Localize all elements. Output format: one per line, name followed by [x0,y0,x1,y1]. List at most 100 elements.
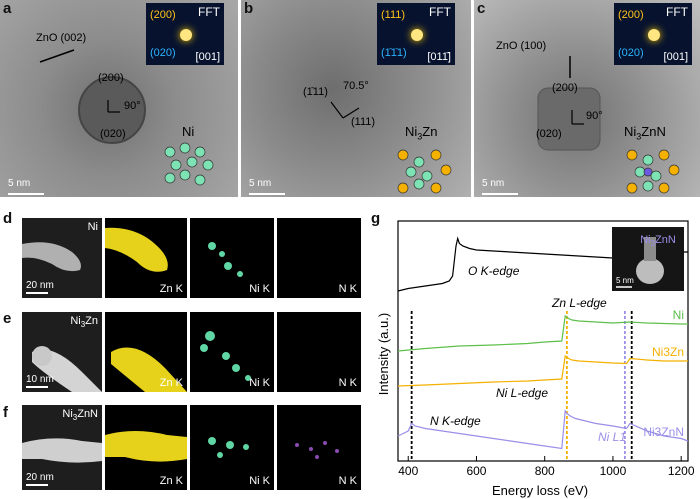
panel-a-label: a [3,0,12,17]
anno-200: (200) [552,82,578,94]
phase-label: Ni [182,124,195,139]
ni3znn-crystal-icon [626,149,680,194]
x-tick-label-4: 1200 [668,464,695,478]
map-label: Zn K [159,377,183,389]
anno-ni-l-edge: Ni L-edge [496,386,548,400]
panel-c-label: c [477,0,486,17]
map-label: Ni K [249,377,270,389]
phase-sub: 3 [72,413,78,423]
panel-c-graphics [537,56,680,194]
anno-angle: 90° [124,100,141,112]
fft-zone-axis: [011̄] [427,51,451,63]
fft-hkl-top: (111) [381,9,406,21]
series-label-2: Ni3Zn [652,345,684,359]
anno-angle: 90° [586,110,603,122]
fft-zone-axis: [001] [195,51,220,63]
phase-main: Ni [624,124,637,139]
inset-rod [644,237,656,261]
map-label: N K [338,283,357,295]
ni-crystal-icon [164,142,214,186]
panel-a-tem-image: a FFT (200) (020) [001] ZnO (002) (200) … [0,0,238,197]
panel-f-haadf: Ni3ZnN 20 nm [22,405,102,490]
inset-scale-label: 5 nm [616,276,634,285]
anno-zno: ZnO (100) [496,40,547,52]
x-tick-label-0: 400 [398,464,418,478]
fft-hkl-bottom: (020) [150,47,176,59]
phase-tail: Zn [422,124,438,139]
ni3zn-crystal-icon [397,149,452,194]
fft-zone-axis: [001] [663,51,688,63]
phase-sub: 3 [417,131,423,142]
anno-ni-l1: Ni L1 [598,430,626,444]
phase-main: Ni [70,315,81,327]
map-label: Zn K [159,283,183,295]
panel-b-fft-inset: FFT (111) (1̄1̄1) [011̄] [377,3,455,65]
panel-d-ni-map: Ni K [190,218,274,298]
panel-f-zn-map: Zn K [105,405,187,490]
fft-title: FFT [198,5,220,19]
series-label-1: Ni [673,308,684,322]
inset-particle [636,258,664,284]
scale-label: 5 nm [8,178,31,189]
scale-bar [8,193,44,195]
panel-d-label: d [3,210,13,227]
panel-d-n-map: N K [277,218,361,298]
series-line-3 [397,409,689,450]
panel-b-label: b [244,0,254,17]
eels-chart: Intensity (a.u.) Energy loss (eV) 400 600… [376,220,695,498]
phase-sub: 3 [80,320,86,330]
anno-200: (200) [98,72,124,84]
scale-bar [26,484,48,486]
haadf-phase: Ni3ZnN [62,408,98,422]
haadf-phase: Ni3Zn [70,315,98,329]
panel-f-ni-map: Ni K [190,405,274,490]
y-axis-label: Intensity (a.u.) [376,313,391,395]
anno-111-right: (111) [351,116,376,128]
scale-label: 5 nm [249,178,272,189]
series-line-2 [397,354,688,387]
phase-main: Ni [62,408,73,420]
x-tick-label-2: 800 [535,464,555,478]
panel-a-fft-inset: FFT (200) (020) [001] [146,3,224,65]
panel-b-graphics [330,101,452,194]
x-tick-label-3: 1000 [600,464,627,478]
phase-sub: 3 [636,131,642,142]
anno-o-k-edge: O K-edge [468,264,520,278]
panel-b-tem-image: b FFT (111) (1̄1̄1) [011̄] (1̄11) 70.5° … [241,0,471,197]
series-line-1 [397,314,688,352]
fft-hkl-bottom: (020) [618,47,644,59]
scale-label: 20 nm [26,472,54,483]
panel-f-n-map: N K [277,405,361,490]
panel-a-graphics [39,49,214,186]
anno-angle: 70.5° [343,80,369,92]
phase-tail: ZnN [77,408,98,420]
map-label: Ni K [249,283,270,295]
x-tick-label-1: 600 [466,464,486,478]
phase-tail: ZnN [641,124,666,139]
map-label: N K [338,377,357,389]
panel-f-label: f [3,404,8,421]
panel-e-n-map: N K [277,312,361,392]
anno-111-left: (1̄11) [303,86,328,98]
series-label-3: Ni3ZnN [643,425,684,439]
plot-frame [397,220,689,462]
anno-020: (020) [100,128,126,140]
scale-label: 10 nm [26,374,54,385]
scale-bar [482,193,518,195]
anno-020: (020) [536,128,562,140]
fft-hkl-top: (200) [150,9,176,21]
phase-label: Ni3Zn [405,124,437,142]
panel-e-ni-map: Ni K [190,312,274,392]
x-axis-label: Energy loss (eV) [492,483,588,498]
fft-hkl-bottom: (1̄1̄1) [381,47,407,59]
scale-bar [26,386,48,388]
fft-hkl-top: (200) [618,9,644,21]
panel-d-haadf: Ni 20 nm [22,218,102,298]
scale-label: 5 nm [482,178,505,189]
panel-e-haadf: Ni3Zn 10 nm [22,312,102,392]
map-label: N K [338,475,357,487]
panel-c-fft-inset: FFT (200) (020) [001] [614,3,692,65]
scale-bar [26,292,48,294]
scale-bar [249,193,285,195]
anno-zn-l-edge: Zn L-edge [551,296,607,310]
